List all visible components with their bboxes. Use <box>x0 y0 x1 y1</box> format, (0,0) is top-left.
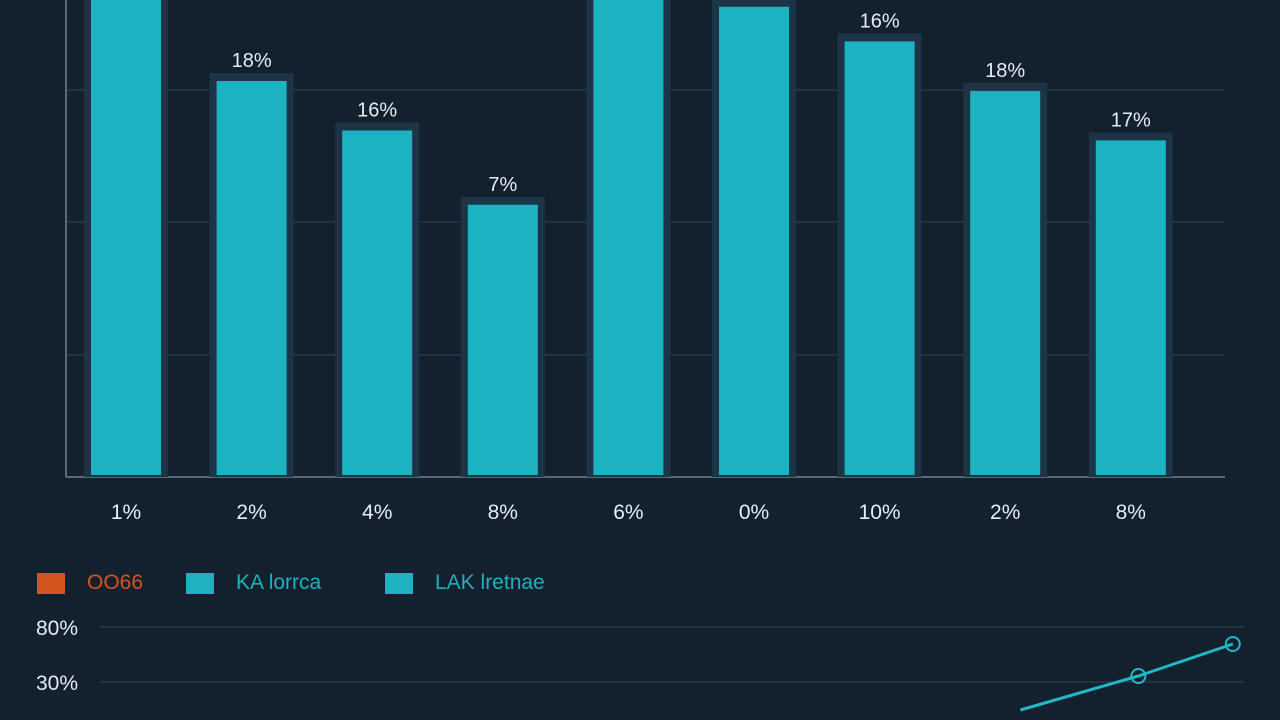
bar[interactable] <box>970 90 1041 476</box>
legend-swatch-teal <box>186 572 214 594</box>
legend-item-ka-lorrca[interactable]: KA lorrca <box>186 565 321 601</box>
legend-label: LAK lretnae <box>435 571 545 594</box>
y-tick-label: 30% <box>36 672 78 695</box>
legend-swatch-teal <box>385 572 413 594</box>
legend-item-oo66[interactable]: OO66 <box>37 565 143 601</box>
x-tick-label: 1% <box>111 501 141 524</box>
legend-label: OO66 <box>87 571 144 594</box>
y-tick-label: 80% <box>36 617 78 640</box>
data-point[interactable] <box>1130 668 1147 684</box>
bar[interactable] <box>342 130 413 476</box>
bar-value-label: 16% <box>860 10 900 32</box>
bar-value-label: 17% <box>1111 109 1151 131</box>
bar-value-label: 18% <box>232 50 272 72</box>
bar[interactable] <box>719 6 789 475</box>
bar-value-label: 16% <box>357 100 397 122</box>
bar[interactable] <box>216 81 287 475</box>
bar[interactable] <box>91 0 161 475</box>
x-tick-label: 6% <box>613 501 643 524</box>
bar[interactable] <box>593 0 664 475</box>
data-point[interactable] <box>1224 636 1241 652</box>
bar-chart: 1% 18% 2% 16% 4% 7% 8% 6% 0% 16% 10% 18% 2% 17% 8% <box>65 0 1225 524</box>
x-tick-label: 10% <box>859 501 901 524</box>
series-line <box>1019 642 1234 712</box>
x-tick-label: 2% <box>990 501 1020 524</box>
x-tick-label: 4% <box>362 501 392 524</box>
bar[interactable] <box>467 204 538 475</box>
x-tick-label: 8% <box>488 501 518 524</box>
x-tick-label: 2% <box>236 501 266 524</box>
bar-value-label: 7% <box>488 174 517 196</box>
legend-label: KA lorrca <box>236 571 322 594</box>
x-tick-label: 0% <box>739 501 769 524</box>
line-chart: 80% 30% <box>36 617 1244 712</box>
bar[interactable] <box>1095 140 1166 475</box>
legend-swatch-orange <box>37 572 65 594</box>
bar-value-label: 18% <box>985 60 1025 82</box>
x-tick-label: 8% <box>1116 501 1146 524</box>
bar[interactable] <box>844 41 915 476</box>
legend: OO66 KA lorrca LAK lretnae <box>0 565 1280 601</box>
legend-item-lak-lretnae[interactable]: LAK lretnae <box>385 565 545 601</box>
